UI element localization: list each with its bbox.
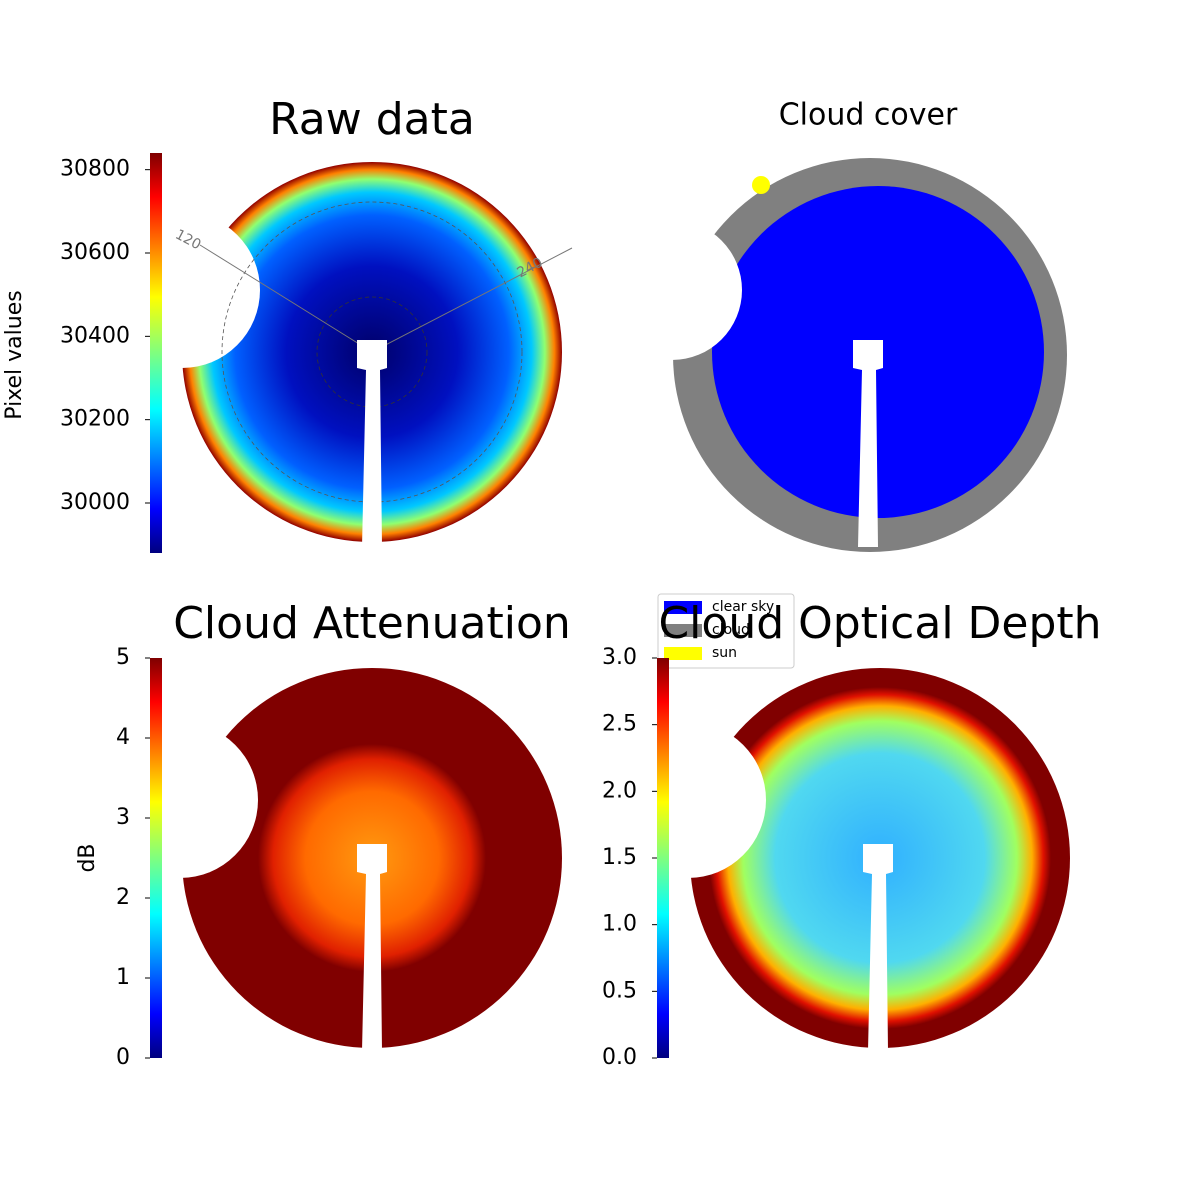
colorbar [150,658,162,1058]
colorbar-tick-label: 1.0 [602,912,637,937]
colorbar-tick-label: 30800 [60,157,130,182]
colorbar-tick-label: 30400 [60,323,130,348]
colorbar-tick-label: 30200 [60,407,130,432]
colorbar-tick-label: 4 [116,725,130,750]
legend-label: sun [712,645,737,661]
colorbar-tick-label: 30000 [60,490,130,515]
panel-title: Raw data [269,94,475,145]
colorbar-label: dB [75,843,100,872]
colorbar-tick-label: 3 [116,805,130,830]
attenuation-image [102,668,562,1051]
colorbar-tick-label: 5 [116,645,130,670]
colorbar-tick-label: 1 [116,965,130,990]
raw-image [104,162,573,547]
panel-title: Cloud cover [779,98,958,133]
cloud-cover-image [602,158,1067,552]
colorbar-tick-label: 0.0 [602,1045,637,1070]
colorbar-tick-label: 1.5 [602,845,637,870]
legend-label: cloud [712,622,750,638]
legend-swatch [664,647,702,660]
colorbar-tick-label: 0 [116,1045,130,1070]
panel-title: Cloud Attenuation [173,598,571,649]
colorbar [150,153,162,553]
colorbar-tick-label: 2.5 [602,712,637,737]
colorbar [657,658,669,1058]
colorbar-tick-label: 0.5 [602,978,637,1003]
colorbar-tick-label: 2 [116,885,130,910]
legend-swatch [664,601,702,614]
sun-marker [752,176,770,194]
legend-label: clear sky [712,599,774,615]
colorbar-tick-label: 30600 [60,240,130,265]
colorbar-tick-label: 2.0 [602,778,637,803]
optical-depth-image [610,668,1070,1051]
panel-title: Cloud Optical Depth [658,598,1101,649]
legend-swatch [664,624,702,637]
colorbar-tick-label: 3.0 [602,645,637,670]
colorbar-label: Pixel values [2,290,27,419]
